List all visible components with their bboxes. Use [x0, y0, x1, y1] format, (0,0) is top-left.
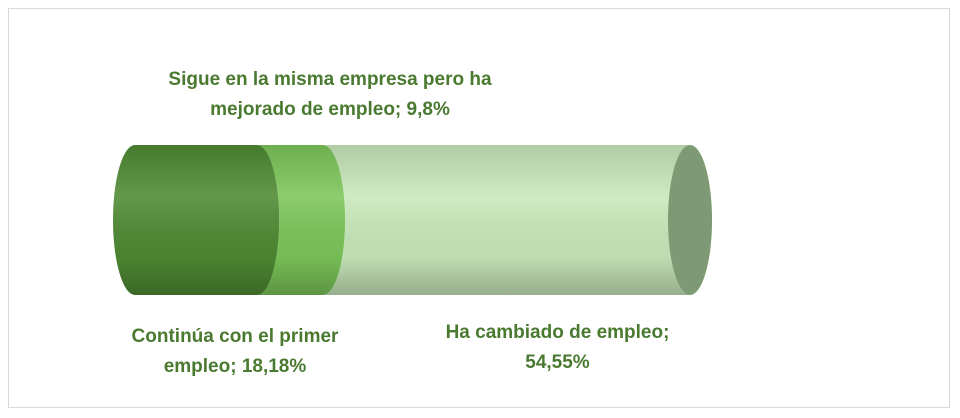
data-label: Sigue en la misma empresa pero ha mejora…	[168, 69, 492, 120]
segment-shading	[257, 145, 346, 295]
data-label: Continúa con el primer empleo; 18,18%	[131, 326, 339, 377]
chart-frame	[8, 8, 950, 408]
cylinder-end-cap-shade	[668, 145, 712, 295]
segment-shading	[113, 145, 280, 295]
segment-shading	[323, 145, 712, 295]
data-label: Ha cambiado de empleo; 54,55%	[445, 322, 670, 373]
